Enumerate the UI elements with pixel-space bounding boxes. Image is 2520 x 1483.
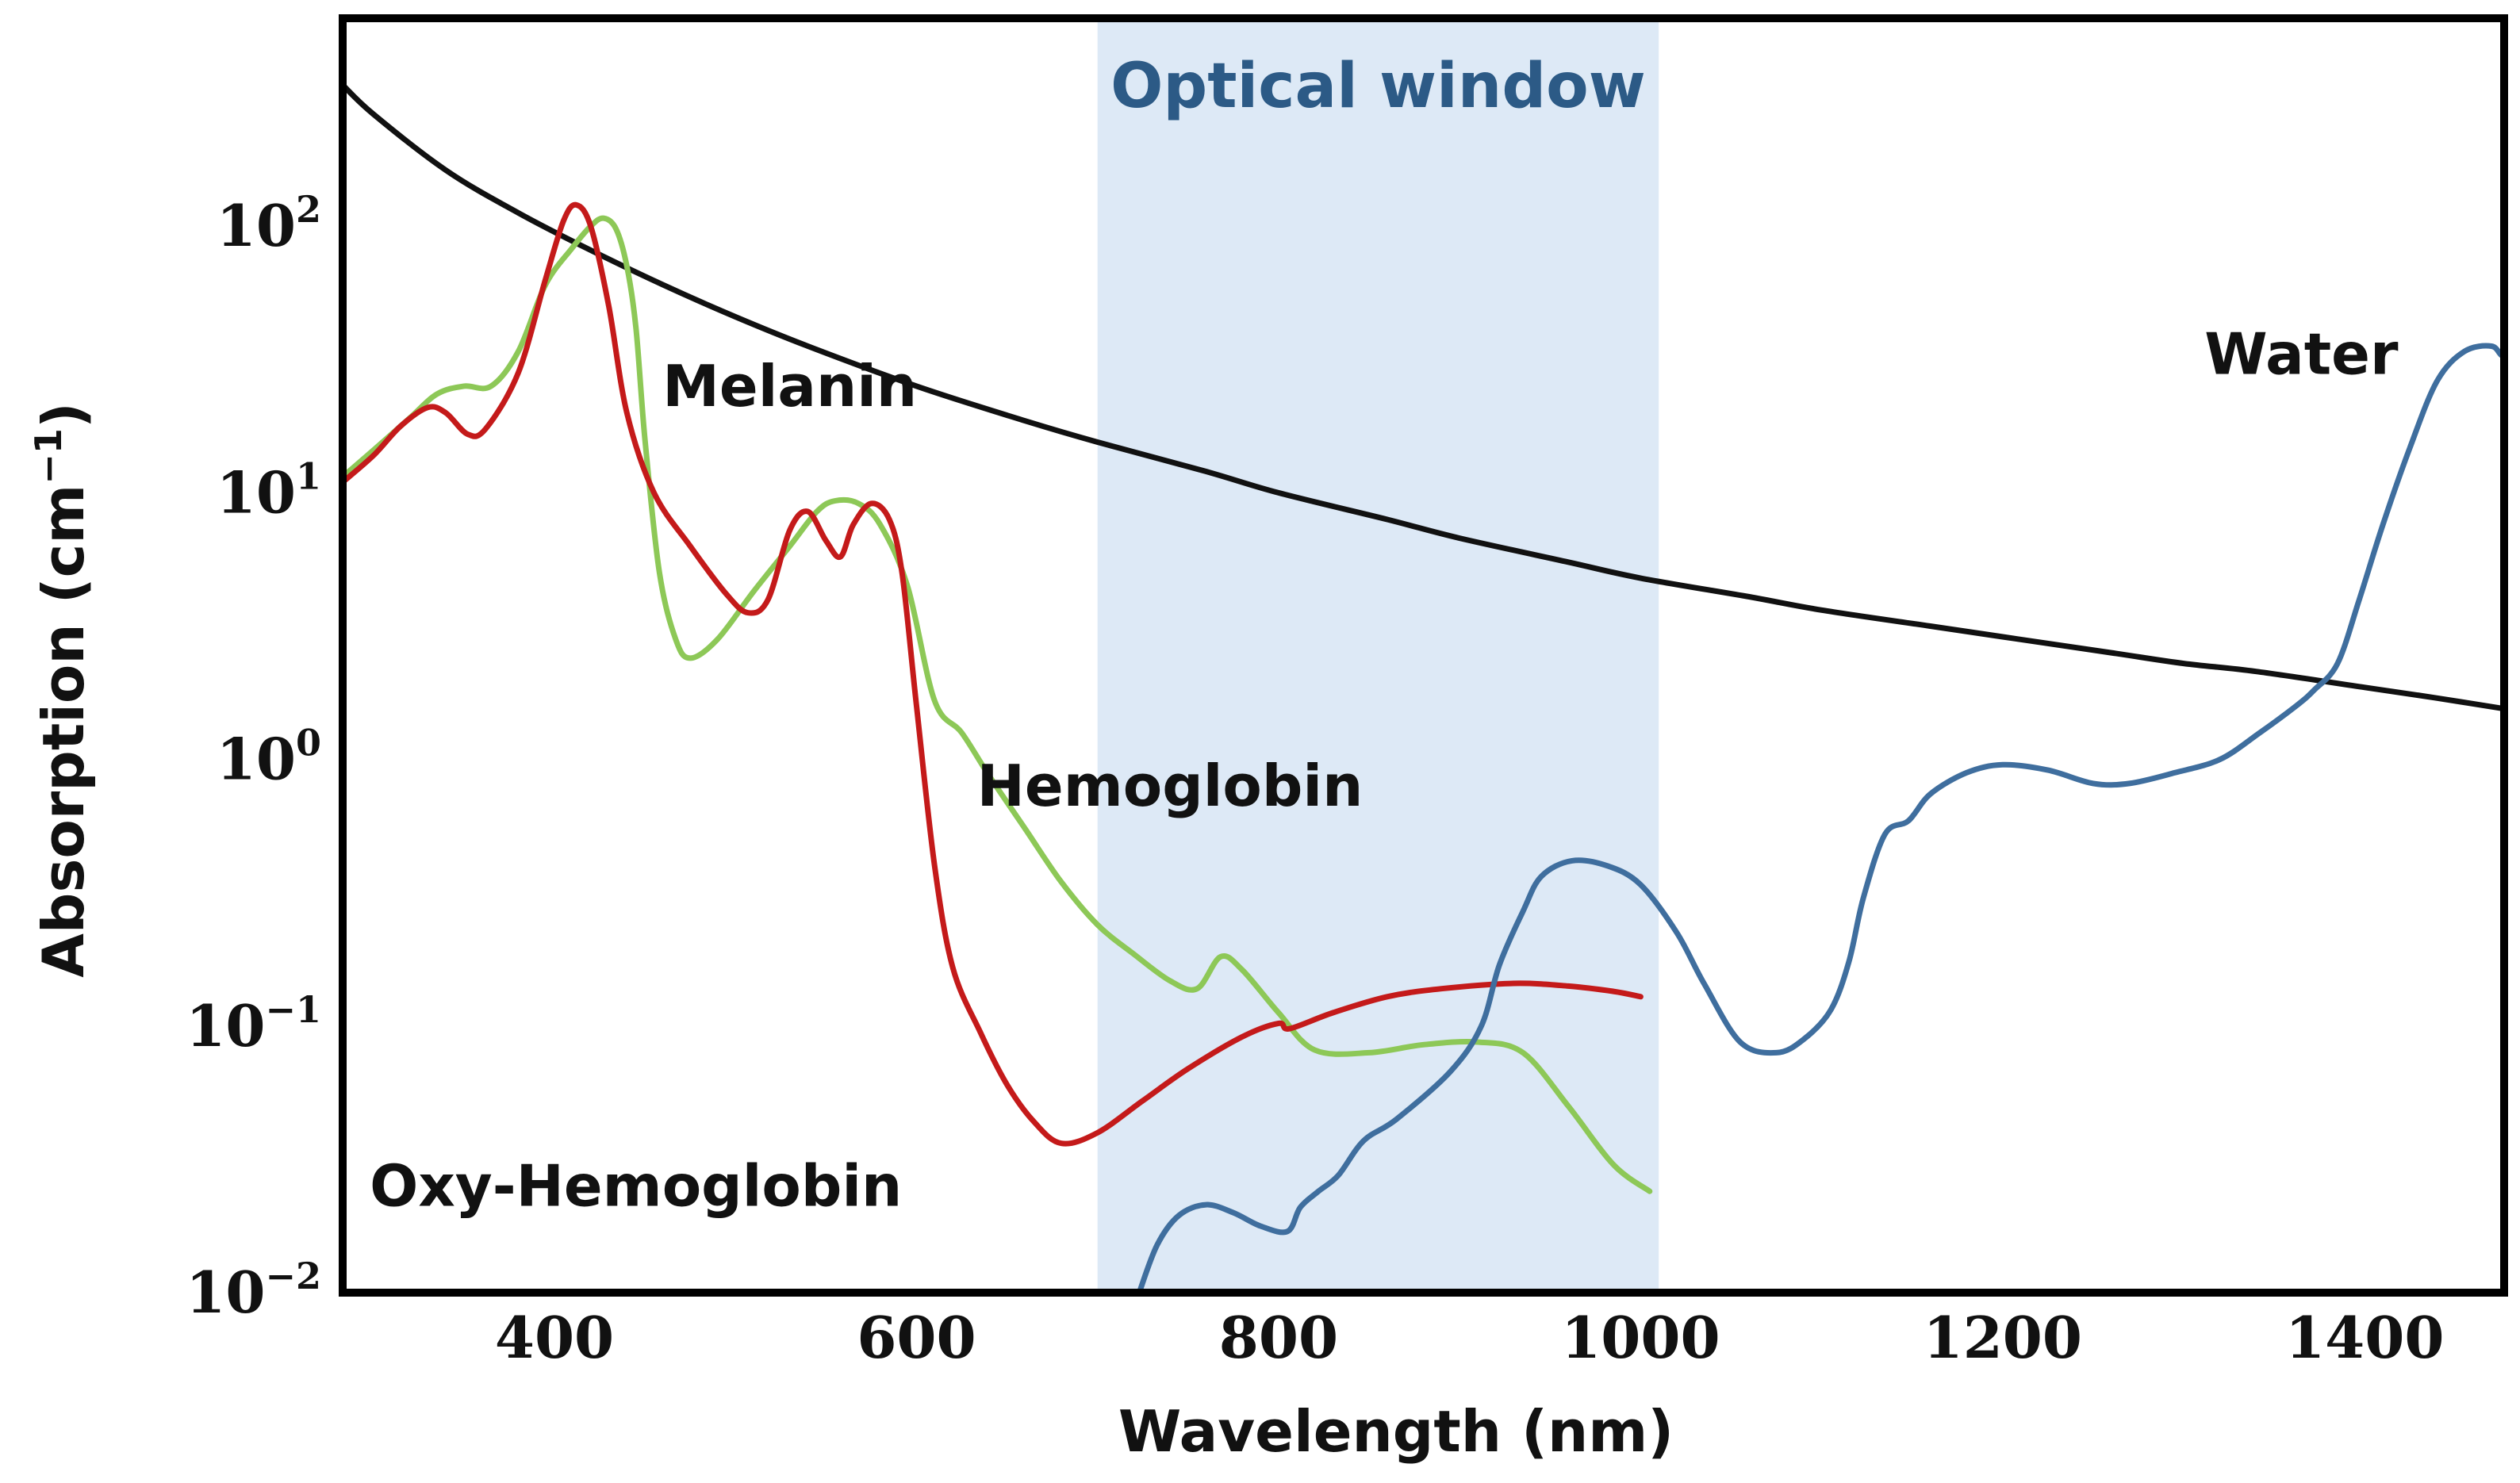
water-label: Water [2204, 321, 2399, 388]
y-tick-label: 100 [217, 722, 321, 793]
x-tick-label: 1400 [2285, 1304, 2444, 1371]
x-tick-label: 1200 [1924, 1304, 2082, 1371]
optical-window-label: Optical window [1110, 51, 1646, 122]
plot-frame [339, 14, 2508, 1297]
x-axis-title: Wavelength (nm) [1118, 1398, 1674, 1465]
x-tick-label: 800 [1219, 1304, 1338, 1371]
y-tick-label: 10−1 [186, 988, 321, 1060]
y-tick-label: 102 [217, 188, 321, 259]
y-tick-label: 101 [217, 454, 321, 526]
water-curve [1136, 343, 2504, 1293]
oxy-hemoglobin-label: Oxy-Hemoglobin [370, 1153, 902, 1220]
oxy-hemoglobin-curve [343, 201, 1644, 1147]
hemoglobin-curve [343, 215, 1653, 1194]
hemoglobin-label: Hemoglobin [977, 753, 1364, 819]
x-tick-label: 600 [857, 1304, 976, 1371]
y-axis-title: Absorption (cm−1) [27, 402, 97, 978]
x-tick-label: 1000 [1561, 1304, 1720, 1371]
melanin-label: Melanin [662, 353, 917, 420]
x-tick-label: 400 [495, 1304, 614, 1371]
optical-window-band [1097, 18, 1659, 1293]
y-tick-label: 10−2 [186, 1255, 321, 1326]
